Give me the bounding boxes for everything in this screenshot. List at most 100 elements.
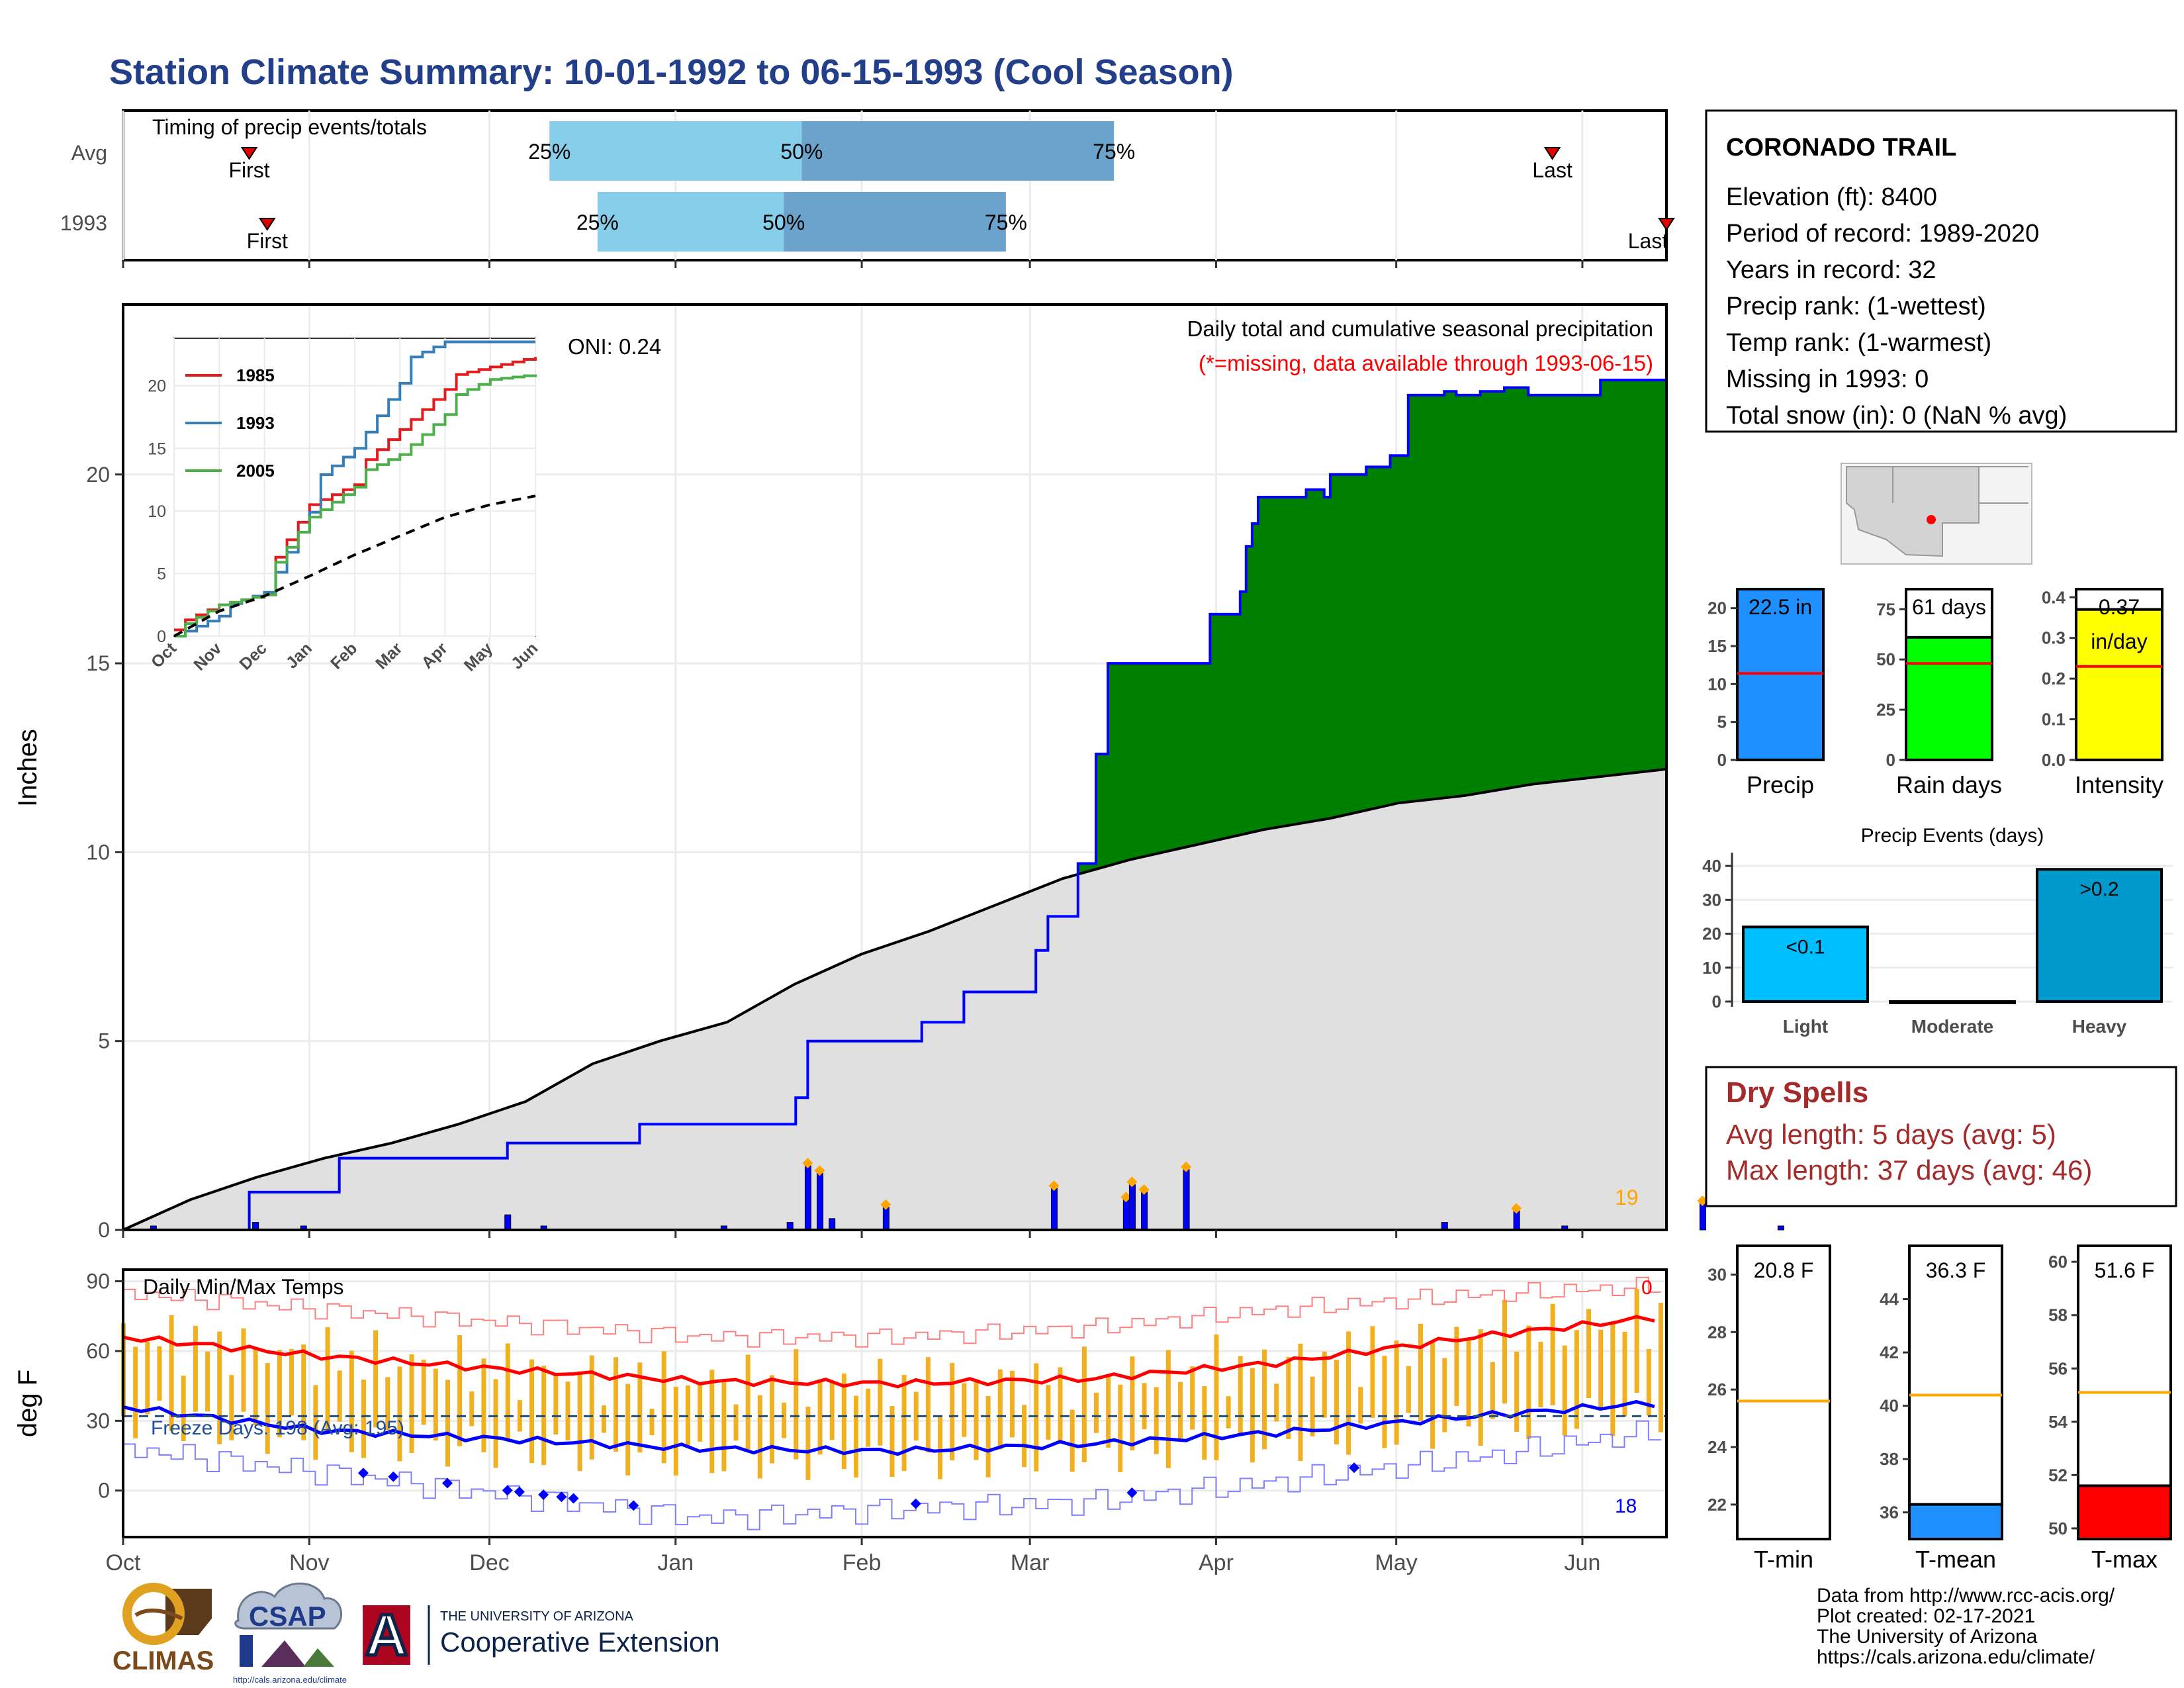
daily-precip-bar <box>1183 1169 1190 1231</box>
daily-precip-bar <box>817 1172 824 1231</box>
tempbar-tmean-label: T-mean <box>1915 1546 1996 1573</box>
inset-ytick-label-0: 0 <box>157 628 166 646</box>
events-category-label-light: Light <box>1783 1016 1828 1037</box>
cold-days-count: 18 <box>1615 1495 1637 1517</box>
inset-series-1993 <box>174 340 535 637</box>
daily-temp-bar <box>1610 1323 1615 1436</box>
daily-temp-bar <box>974 1379 979 1460</box>
tempbar-tmax-tick-label: 52 <box>2048 1465 2068 1485</box>
daily-temp-bar <box>217 1331 222 1444</box>
daily-temp-bar <box>1514 1351 1520 1432</box>
daily-temp-bar <box>1262 1349 1267 1450</box>
daily-temp-bar <box>241 1328 246 1412</box>
footer: Data from http://www.rcc-acis.org/Plot c… <box>113 1582 2115 1685</box>
daily-temp-bar <box>721 1380 727 1472</box>
summary-raindays-bar <box>1905 635 1993 761</box>
daily-temp-bar <box>649 1409 655 1436</box>
daily-temp-bar <box>1322 1351 1327 1418</box>
temp-ytick-label-3: 90 <box>86 1270 110 1293</box>
month-label-Dec: Dec <box>469 1550 509 1575</box>
daily-precip-bar <box>1513 1210 1520 1231</box>
summary-intensity-tick-label: 0.3 <box>2042 628 2066 648</box>
daily-temp-bar <box>901 1375 907 1472</box>
tempbar-tmin-tick-label: 28 <box>1707 1322 1727 1342</box>
daily-temp-bar <box>337 1370 342 1422</box>
month-label-Jan: Jan <box>657 1550 694 1575</box>
tempbar-tmax-label: T-max <box>2091 1546 2158 1573</box>
daily-temp-bar <box>145 1341 150 1415</box>
daily-temp-bar <box>553 1375 559 1435</box>
footer-credit-line: Data from http://www.rcc-acis.org/ <box>1817 1585 2115 1607</box>
csap-logo: CSAP http://cals.arizona.edu/climate <box>233 1582 347 1685</box>
daily-temp-bar <box>962 1383 967 1437</box>
daily-temp-bar <box>1178 1382 1183 1438</box>
timing-label: Timing of precip events/totals <box>152 115 427 139</box>
inset-series-2005 <box>174 374 537 637</box>
missing-note: (*=missing, data available through 1993-… <box>1199 351 1653 375</box>
station-info-line: Total snow (in): 0 (NaN % avg) <box>1726 402 2067 430</box>
temps-label: Daily Min/Max Temps <box>143 1275 343 1299</box>
summary-intensity-label: Intensity <box>2075 771 2163 798</box>
daily-temp-bar <box>445 1380 450 1467</box>
station-location-dot <box>1927 515 1936 524</box>
summary-precip-tick-label: 0 <box>1717 750 1727 770</box>
precip-ytick-label-2: 10 <box>86 840 110 864</box>
timing-avg-last-marker <box>1543 147 1561 160</box>
events-category-label-moderate: Moderate <box>1911 1016 1993 1037</box>
arizona-shape <box>1846 466 1979 557</box>
summary-intensity-tick-label: 0.4 <box>2042 587 2066 607</box>
record-low-marker <box>441 1477 453 1489</box>
precip-events-chart: Precip Events (days) 0 10 20 30 40 <0.1 Light M… <box>1702 825 2173 1037</box>
timing-y1993-first-label: First <box>247 229 288 253</box>
average-cumulative-area <box>123 769 1666 1230</box>
precip-ytick-label-1: 5 <box>98 1029 110 1053</box>
station-info-box: CORONADO TRAIL Elevation (ft): 8400 Perio… <box>1705 109 2177 433</box>
summary-precip-label: Precip <box>1747 771 1814 798</box>
daily-temp-bar <box>589 1355 594 1460</box>
big-event-marker <box>1126 1176 1138 1188</box>
daily-temp-bar <box>1286 1356 1291 1440</box>
timing-row-avg: Avg <box>71 141 107 165</box>
daily-temp-bar <box>1418 1323 1423 1422</box>
month-label-Jun: Jun <box>1565 1550 1601 1575</box>
record-max-line <box>123 1276 1661 1348</box>
events-bar-label-light: <0.1 <box>1786 936 1825 958</box>
csap-wordmark: CSAP <box>249 1601 326 1632</box>
summary-intensity-tick-label: 0.2 <box>2042 669 2066 688</box>
page-title: Station Climate Summary: 10-01-1992 to 0… <box>109 52 1234 92</box>
record-low-marker <box>514 1486 525 1497</box>
footer-credit-line: Plot created: 02-17-2021 <box>1817 1605 2035 1627</box>
summary-raindays-label: Rain days <box>1896 771 2002 798</box>
daily-temp-bar <box>1586 1309 1592 1399</box>
precip-ytick-label-0: 0 <box>98 1218 110 1242</box>
station-info-line: Period of record: 1989-2020 <box>1726 220 2039 248</box>
daily-temp-bar <box>577 1371 582 1472</box>
daily-temp-bar <box>1130 1356 1135 1450</box>
inset-legend-label-2005: 2005 <box>236 461 275 481</box>
y-axis-label-inches: Inches <box>13 729 42 807</box>
daily-temp-bar <box>505 1343 510 1440</box>
tempbar-tmean-tick-label: 40 <box>1880 1396 1899 1416</box>
events-bar-heavy <box>2036 868 2163 1003</box>
daily-temp-bar <box>1046 1385 1051 1440</box>
daily-temp-bar <box>1106 1376 1111 1448</box>
summary-intensity-tick-label: 0.0 <box>2042 750 2066 770</box>
dry-spells-max: Max length: 37 days (avg: 46) <box>1726 1154 2092 1186</box>
daily-temp-bar <box>1202 1386 1207 1460</box>
daily-temp-bar <box>1069 1409 1075 1472</box>
timing-y1993-p25-label: 25% <box>576 211 619 234</box>
daily-temp-bar <box>709 1370 715 1474</box>
daily-temp-bar <box>782 1402 787 1438</box>
inset-legend-label-1993: 1993 <box>236 413 275 433</box>
inset-average-line <box>173 494 536 637</box>
month-label-Oct: Oct <box>106 1550 141 1575</box>
daily-temp-bar <box>733 1404 739 1441</box>
events-tick-label-1: 10 <box>1702 958 1721 978</box>
daily-temp-bar <box>1502 1299 1508 1404</box>
freeze-days: Freeze Days: 198 (Avg: 195) <box>151 1417 404 1439</box>
precip-caption: Daily total and cumulative seasonal prec… <box>1187 316 1653 341</box>
record-low-marker <box>568 1493 579 1504</box>
daily-temp-bar <box>349 1350 354 1452</box>
y-axis-label-degf: deg F <box>13 1370 42 1437</box>
